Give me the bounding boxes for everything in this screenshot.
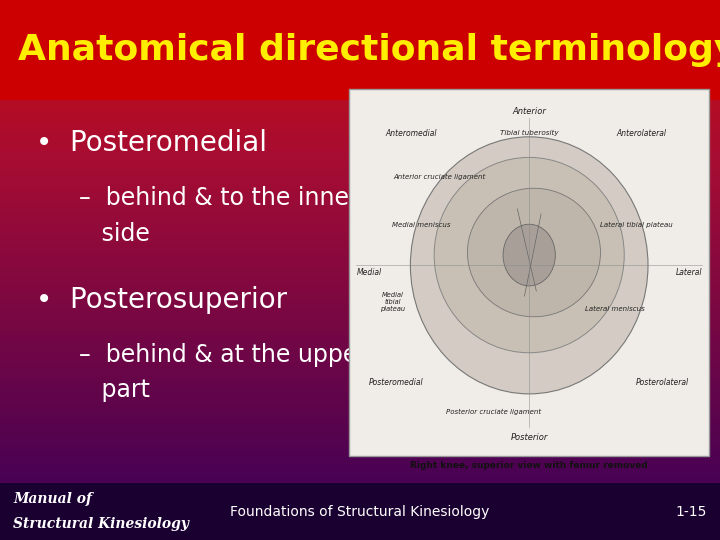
Text: Posterior cruciate ligament: Posterior cruciate ligament bbox=[446, 409, 541, 415]
Text: Right knee, superior view with femur removed: Right knee, superior view with femur rem… bbox=[410, 461, 648, 470]
Text: 1-15: 1-15 bbox=[675, 505, 707, 518]
Text: Lateral meniscus: Lateral meniscus bbox=[585, 306, 644, 313]
Text: Anterior: Anterior bbox=[512, 106, 546, 116]
Ellipse shape bbox=[410, 137, 648, 394]
Text: Medial meniscus: Medial meniscus bbox=[392, 222, 451, 228]
FancyBboxPatch shape bbox=[0, 0, 720, 100]
Ellipse shape bbox=[503, 224, 555, 286]
FancyBboxPatch shape bbox=[0, 483, 720, 540]
Ellipse shape bbox=[467, 188, 600, 317]
Text: Lateral: Lateral bbox=[675, 268, 702, 277]
Text: Posterolateral: Posterolateral bbox=[636, 379, 689, 387]
Text: Tibial tuberosity: Tibial tuberosity bbox=[500, 130, 559, 136]
Text: –  behind & at the upper
   part: – behind & at the upper part bbox=[79, 343, 367, 402]
Text: Anteromedial: Anteromedial bbox=[385, 129, 437, 138]
Text: Medial: Medial bbox=[356, 268, 382, 277]
Text: Posterior: Posterior bbox=[510, 434, 548, 442]
Text: Foundations of Structural Kinesiology: Foundations of Structural Kinesiology bbox=[230, 505, 490, 518]
Text: Posteromedial: Posteromedial bbox=[369, 379, 423, 387]
FancyBboxPatch shape bbox=[349, 89, 709, 456]
Text: Structural Kinesiology: Structural Kinesiology bbox=[13, 517, 189, 531]
Text: Lateral tibial plateau: Lateral tibial plateau bbox=[600, 222, 673, 228]
Text: Medial
tibial
plateau: Medial tibial plateau bbox=[380, 292, 405, 312]
Text: Anterior cruciate ligament: Anterior cruciate ligament bbox=[393, 174, 485, 180]
Text: •  Posteromedial: • Posteromedial bbox=[36, 129, 267, 157]
Text: •  Posterosuperior: • Posterosuperior bbox=[36, 286, 287, 314]
Ellipse shape bbox=[434, 157, 624, 353]
Text: Anatomical directional terminology: Anatomical directional terminology bbox=[18, 33, 720, 67]
Text: Manual of: Manual of bbox=[13, 492, 92, 506]
Text: Anterolateral: Anterolateral bbox=[616, 129, 666, 138]
Text: –  behind & to the inner
   side: – behind & to the inner side bbox=[79, 186, 359, 246]
